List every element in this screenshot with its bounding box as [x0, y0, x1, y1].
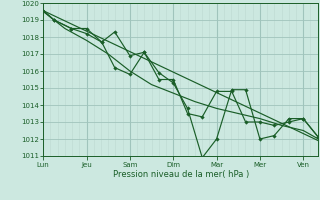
X-axis label: Pression niveau de la mer( hPa ): Pression niveau de la mer( hPa ): [113, 170, 249, 179]
